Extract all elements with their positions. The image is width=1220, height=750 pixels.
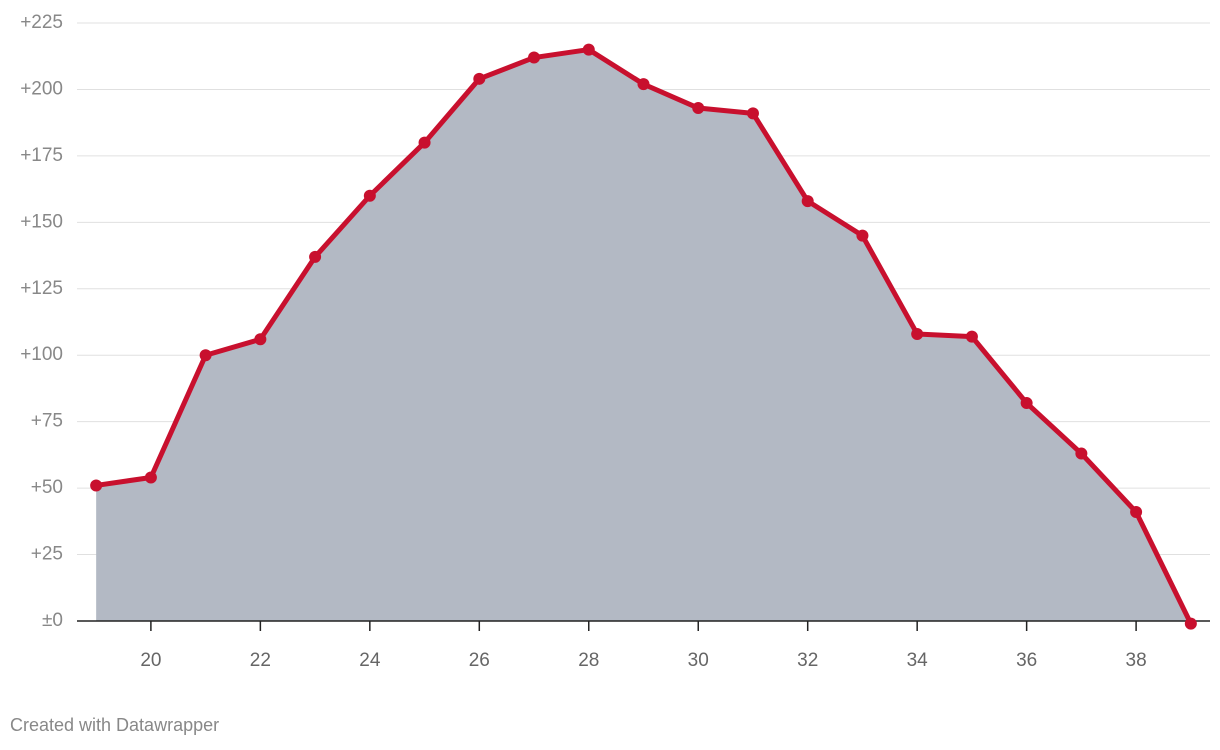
x-tick-label: 36: [1016, 650, 1037, 671]
x-tick-label: 38: [1126, 650, 1147, 671]
y-tick-label: +150: [20, 211, 63, 232]
x-tick-label: 26: [469, 650, 490, 671]
x-tick-label: 22: [250, 650, 271, 671]
point: [911, 327, 924, 340]
x-tick-label: 32: [797, 650, 818, 671]
point: [1130, 506, 1143, 519]
y-tick-label: +125: [20, 278, 63, 299]
point: [637, 78, 650, 91]
y-tick-label: +75: [31, 411, 63, 432]
point: [692, 102, 705, 115]
x-tick-label: 34: [907, 650, 929, 671]
point: [1075, 447, 1088, 460]
y-tick-label: +50: [31, 477, 63, 498]
footer: Created with Datawrapper: [10, 715, 219, 735]
point: [856, 229, 869, 242]
area: [96, 49, 1191, 624]
point: [528, 51, 541, 64]
point: [309, 250, 322, 263]
point: [965, 330, 978, 343]
y-tick-label: +225: [20, 12, 63, 33]
point: [1184, 617, 1197, 630]
point: [473, 72, 486, 85]
x-tick-label: 24: [359, 650, 381, 671]
point: [582, 43, 595, 56]
point: [254, 333, 267, 346]
x-tick-label: 30: [688, 650, 709, 671]
y-tick-label: ±0: [42, 610, 63, 631]
y-tick-label: +200: [20, 78, 63, 99]
point: [144, 471, 157, 484]
point: [1020, 397, 1033, 410]
y-tick-label: +100: [20, 344, 63, 365]
point: [90, 479, 103, 492]
point: [418, 136, 431, 149]
point: [746, 107, 759, 120]
point: [363, 189, 376, 202]
x-tick-label: 20: [140, 650, 161, 671]
point: [801, 195, 814, 208]
point: [199, 349, 212, 362]
y-tick-label: +175: [20, 145, 63, 166]
y-tick-label: +25: [31, 544, 63, 565]
x-tick-label: 28: [578, 650, 599, 671]
